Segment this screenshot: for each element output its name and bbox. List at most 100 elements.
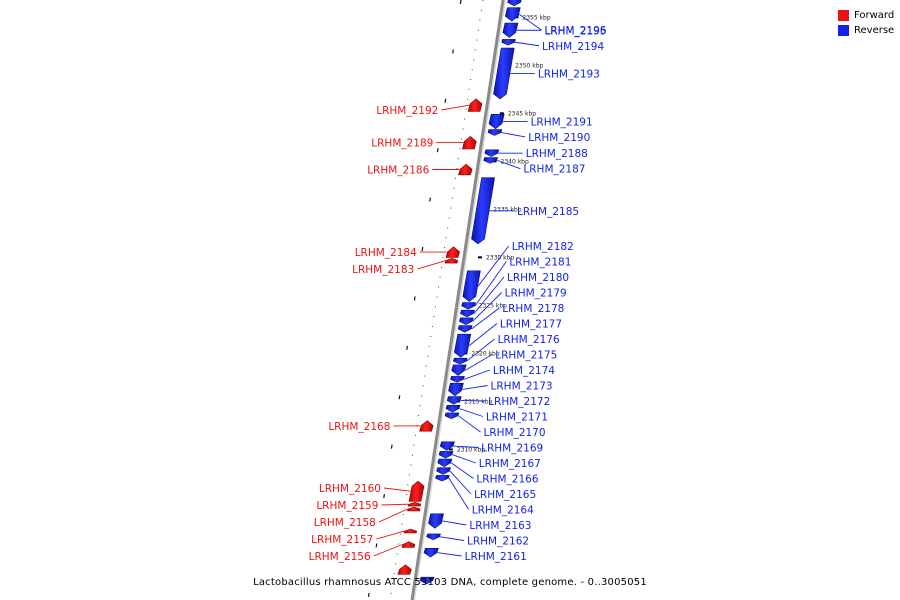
forward-label-leader	[373, 544, 403, 557]
reverse-gene-arrow[interactable]	[504, 7, 521, 22]
legend-item-reverse: Reverse	[838, 23, 894, 38]
reverse-gene-arrow[interactable]	[462, 270, 481, 302]
reverse-gene-arrow[interactable]	[436, 467, 452, 475]
gene-label-lrhm_2166[interactable]: LRHM_2166	[476, 474, 538, 486]
gene-label-lrhm_2191[interactable]: LRHM_2191	[531, 116, 593, 128]
reverse-gene-arrow[interactable]	[444, 412, 460, 420]
gene-label-lrhm_2171[interactable]: LRHM_2171	[486, 412, 548, 424]
reverse-gene-arrow[interactable]	[502, 22, 519, 38]
reverse-label-leader	[465, 354, 493, 371]
gene-label-lrhm_2164[interactable]: LRHM_2164	[472, 505, 534, 517]
forward-gene-arrow[interactable]	[397, 564, 412, 575]
reverse-gene-arrow[interactable]	[484, 149, 500, 157]
forward-gene-arrow[interactable]	[401, 541, 416, 548]
reverse-gene-arrow[interactable]	[452, 357, 468, 365]
gene-label-lrhm_2186[interactable]: LRHM_2186	[367, 164, 429, 176]
genome-caption: Lactobacillus rhamnosus ATCC 53103 DNA, …	[253, 577, 647, 588]
reverse-gene-arrow[interactable]	[483, 157, 499, 164]
gene-label-lrhm_2174[interactable]: LRHM_2174	[493, 365, 555, 377]
forward-gene-arrow[interactable]	[445, 246, 460, 258]
gene-label-lrhm_2172[interactable]: LRHM_2172	[488, 396, 550, 408]
legend-label-forward: Forward	[854, 10, 895, 21]
reverse-gene-arrow[interactable]	[507, 0, 522, 7]
reverse-gene-arrow[interactable]	[428, 513, 444, 529]
reverse-gene-arrow[interactable]	[501, 39, 516, 46]
gene-label-lrhm_2182[interactable]: LRHM_2182	[512, 241, 574, 253]
reverse-gene-arrow[interactable]	[439, 441, 455, 451]
reverse-gene-arrow[interactable]	[457, 325, 473, 333]
reverse-gene-arrow[interactable]	[460, 309, 475, 318]
gene-label-lrhm_2190[interactable]: LRHM_2190	[528, 132, 590, 144]
gene-label-lrhm_2173[interactable]: LRHM_2173	[491, 381, 553, 393]
forward-gene-arrow[interactable]	[407, 501, 422, 507]
gene-label-lrhm_2185[interactable]: LRHM_2185	[517, 206, 579, 218]
reverse-gene-arrow[interactable]	[453, 333, 472, 358]
gene-label-lrhm_2169[interactable]: LRHM_2169	[481, 443, 543, 455]
gene-label-lrhm_2167[interactable]: LRHM_2167	[479, 458, 541, 470]
gene-label-lrhm_2156[interactable]: LRHM_2156	[309, 551, 371, 563]
gene-label-lrhm_2181[interactable]: LRHM_2181	[509, 257, 571, 269]
reverse-gene-arrow[interactable]	[493, 47, 515, 100]
gene-label-lrhm_2184[interactable]: LRHM_2184	[355, 247, 417, 259]
axis-tick-label: 2350 kbp	[515, 62, 543, 69]
reverse-gene-arrow[interactable]	[487, 129, 503, 136]
forward-gene-arrow[interactable]	[419, 420, 434, 432]
reverse-gene-arrow[interactable]	[445, 404, 461, 413]
gene-label-lrhm_2163[interactable]: LRHM_2163	[469, 520, 531, 532]
gene-label-lrhm_2158[interactable]: LRHM_2158	[314, 517, 376, 529]
gene-label-lrhm_2188[interactable]: LRHM_2188	[526, 148, 588, 160]
axis-tick-label: 2315 kbp	[464, 398, 492, 405]
reverse-gene-arrow[interactable]	[450, 376, 465, 383]
gene-label-lrhm_2193[interactable]: LRHM_2193	[538, 68, 600, 80]
reverse-gene-arrow[interactable]	[426, 533, 441, 541]
gene-label-lrhm_2189[interactable]: LRHM_2189	[371, 138, 433, 150]
gene-label-lrhm_2176[interactable]: LRHM_2176	[498, 334, 560, 346]
gene-label-lrhm_2157[interactable]: LRHM_2157	[311, 534, 373, 546]
reverse-gene-arrow[interactable]	[423, 547, 439, 558]
gene-label-lrhm_2183[interactable]: LRHM_2183	[352, 264, 414, 276]
forward-gene-arrow[interactable]	[462, 136, 477, 150]
reverse-gene-arrow[interactable]	[488, 114, 505, 130]
forward-gene-arrow[interactable]	[403, 528, 418, 534]
gene-label-lrhm_2192[interactable]: LRHM_2192	[376, 105, 438, 117]
gene-label-lrhm_2175[interactable]: LRHM_2175	[495, 350, 557, 362]
reverse-label-leader	[453, 445, 479, 448]
forward-gene-arrow[interactable]	[408, 480, 425, 502]
gene-label-lrhm_2165[interactable]: LRHM_2165	[474, 489, 536, 501]
gene-label-lrhm_2170[interactable]: LRHM_2170	[483, 427, 545, 439]
gene-label-lrhm_2168[interactable]: LRHM_2168	[328, 421, 390, 433]
reverse-gene-arrow[interactable]	[438, 451, 454, 459]
gene-label-lrhm_2179[interactable]: LRHM_2179	[505, 288, 567, 300]
reverse-label-leader	[466, 338, 495, 362]
gene-label-lrhm_2187[interactable]: LRHM_2187	[523, 164, 585, 176]
label-leader-lines	[373, 14, 542, 557]
reverse-gene-arrow[interactable]	[451, 364, 467, 376]
gene-label-lrhm_2162[interactable]: LRHM_2162	[467, 536, 529, 548]
reverse-label-leader	[458, 415, 481, 433]
gene-label-lrhm_2194[interactable]: LRHM_2194	[542, 41, 604, 53]
gene-label-lrhm_2195[interactable]: LRHM_2195	[544, 25, 606, 37]
gene-label-lrhm_2177[interactable]: LRHM_2177	[500, 319, 562, 331]
gene-label-lrhm_2196[interactable]: LRHM_2196	[544, 25, 606, 37]
reverse-gene-arrow[interactable]	[419, 576, 435, 585]
forward-gene-arrow[interactable]	[458, 163, 473, 176]
gene-label-lrhm_2159[interactable]: LRHM_2159	[316, 500, 378, 512]
reverse-gene-arrow[interactable]	[437, 458, 453, 468]
gene-label-lrhm_2160[interactable]: LRHM_2160	[319, 483, 381, 495]
reverse-gene-arrow[interactable]	[461, 302, 477, 310]
forward-gene-arrow[interactable]	[444, 257, 459, 264]
reverse-label-leader	[459, 408, 483, 417]
axis-tick-label: 2325 kbp	[479, 302, 507, 309]
gene-label-lrhm_2180[interactable]: LRHM_2180	[507, 272, 569, 284]
gene-label-lrhm_2161[interactable]: LRHM_2161	[465, 551, 527, 563]
gene-label-lrhm_2178[interactable]: LRHM_2178	[502, 303, 564, 315]
reverse-label-leader	[515, 41, 540, 47]
reverse-gene-arrow[interactable]	[446, 396, 462, 405]
reverse-gene-arrow[interactable]	[458, 317, 474, 325]
reverse-gene-arrow[interactable]	[471, 177, 495, 245]
reverse-gene-arrow[interactable]	[435, 475, 450, 482]
reverse-gene-arrow[interactable]	[448, 382, 464, 397]
forward-gene-arrow[interactable]	[467, 98, 483, 112]
forward-gene-arrow[interactable]	[407, 506, 421, 512]
